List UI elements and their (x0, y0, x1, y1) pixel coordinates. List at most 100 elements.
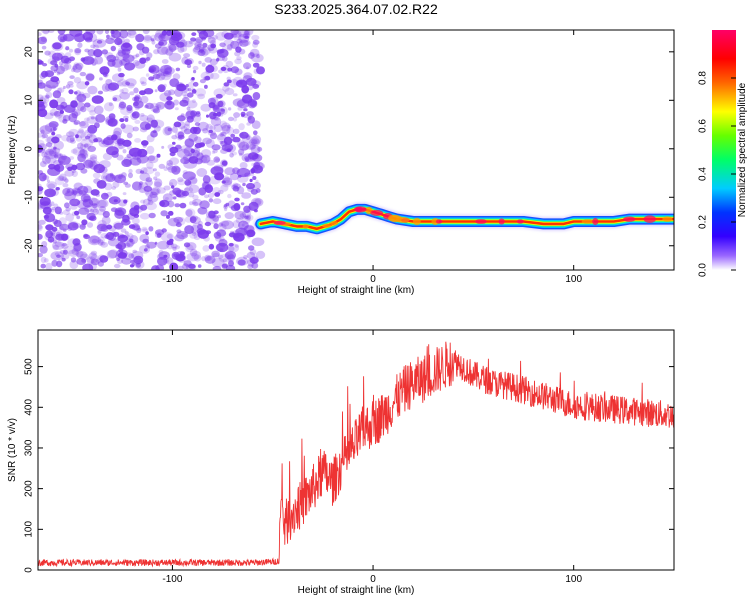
noise-speckle (217, 100, 224, 108)
noise-speckle (204, 255, 216, 264)
noise-speckle (96, 208, 106, 216)
spectrogram-y-tick-label: 10 (24, 94, 35, 106)
noise-speckle (213, 115, 219, 121)
noise-speckle (145, 102, 154, 110)
noise-speckle (202, 245, 210, 252)
noise-speckle (247, 115, 255, 124)
noise-speckle (56, 254, 61, 258)
noise-speckle (82, 263, 94, 270)
noise-speckle (173, 121, 182, 128)
noise-speckle (38, 82, 43, 87)
noise-speckle (113, 263, 121, 269)
noise-speckle (244, 30, 254, 36)
noise-speckle (197, 223, 203, 230)
noise-speckle (159, 200, 165, 207)
noise-speckle (44, 70, 55, 78)
noise-speckle (97, 254, 106, 261)
snr-x-tick-label: 100 (565, 574, 582, 585)
noise-speckle (223, 32, 234, 40)
noise-speckle (212, 265, 222, 270)
noise-speckle (122, 42, 131, 48)
noise-speckle (85, 72, 95, 82)
noise-speckle (232, 93, 238, 97)
noise-speckle (249, 48, 260, 58)
noise-speckle (137, 148, 148, 158)
noise-speckle (68, 89, 74, 95)
noise-speckle (69, 84, 74, 88)
noise-speckle (182, 263, 190, 270)
noise-speckle (85, 73, 95, 81)
noise-speckle (208, 46, 218, 54)
noise-speckle (49, 99, 59, 109)
noise-speckle (87, 85, 98, 95)
noise-speckle (95, 114, 106, 123)
noise-speckle (204, 75, 211, 81)
noise-speckle (97, 219, 107, 230)
noise-speckle (235, 244, 239, 248)
noise-speckle (207, 130, 216, 136)
noise-speckle (252, 181, 261, 190)
noise-speckle (44, 122, 58, 133)
noise-speckle (154, 171, 161, 177)
noise-speckle (141, 81, 147, 87)
noise-speckle (190, 148, 195, 154)
noise-speckle (77, 153, 86, 163)
noise-speckle (166, 241, 175, 250)
noise-speckle (127, 82, 135, 89)
noise-speckle (174, 203, 181, 208)
noise-speckle (108, 232, 117, 242)
noise-speckle (175, 67, 181, 72)
noise-speckle (185, 263, 196, 270)
noise-speckle (147, 155, 156, 162)
noise-speckle (140, 113, 145, 117)
noise-speckle (153, 176, 158, 180)
noise-speckle (153, 181, 162, 189)
noise-speckle (168, 52, 182, 62)
noise-speckle (45, 154, 57, 164)
noise-speckle (45, 91, 53, 99)
noise-speckle (80, 106, 87, 113)
noise-speckle (119, 118, 125, 123)
noise-speckle (167, 127, 172, 132)
noise-speckle (234, 197, 240, 202)
noise-speckle (90, 254, 99, 263)
noise-speckle (204, 221, 212, 227)
noise-speckle (174, 245, 181, 250)
noise-speckle (107, 238, 120, 247)
noise-speckle (97, 229, 103, 234)
noise-speckle (95, 193, 100, 197)
noise-speckle (53, 69, 57, 74)
noise-speckle (221, 180, 226, 184)
noise-speckle (52, 241, 65, 250)
noise-speckle (64, 46, 70, 51)
noise-speckle (194, 88, 206, 97)
noise-speckle (80, 193, 91, 203)
noise-speckle (44, 202, 49, 206)
noise-speckle (173, 99, 180, 106)
noise-speckle (92, 172, 101, 179)
noise-speckle (242, 182, 246, 187)
noise-speckle (55, 233, 65, 241)
noise-speckle (205, 123, 213, 132)
noise-speckle (97, 230, 102, 235)
noise-speckle (55, 104, 65, 111)
noise-speckle (213, 105, 219, 111)
noise-speckle (87, 145, 96, 152)
noise-speckle (177, 179, 186, 186)
noise-speckle (134, 138, 142, 143)
noise-speckle (80, 168, 88, 174)
noise-speckle (213, 156, 220, 163)
noise-speckle (219, 42, 226, 48)
noise-speckle (198, 142, 205, 147)
noise-speckle (51, 41, 64, 52)
noise-speckle (41, 152, 48, 158)
noise-speckle (197, 49, 206, 57)
noise-speckle (252, 199, 262, 207)
noise-speckle (114, 174, 127, 184)
noise-speckle (145, 231, 149, 236)
noise-speckle (201, 149, 212, 158)
noise-speckle (200, 154, 210, 164)
noise-speckle (50, 76, 60, 83)
noise-speckle (56, 97, 66, 104)
noise-speckle (128, 168, 133, 174)
